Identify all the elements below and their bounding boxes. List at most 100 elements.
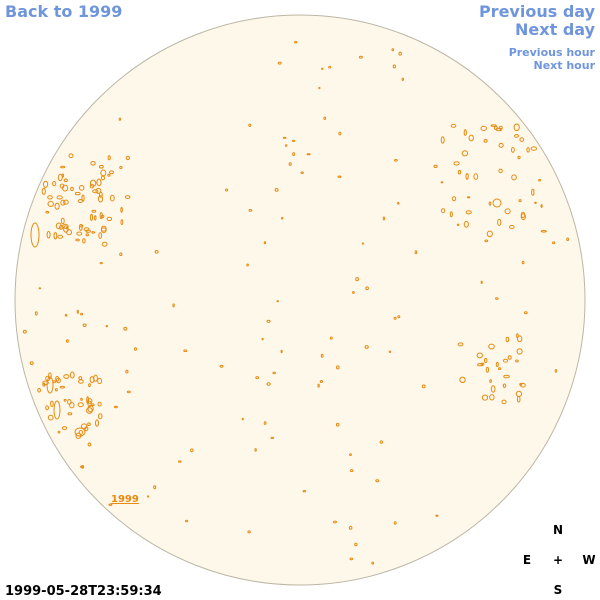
contour: [46, 230, 51, 239]
contour: [465, 210, 472, 215]
contour: [382, 216, 386, 221]
contour: [90, 161, 96, 166]
contour: [70, 186, 74, 191]
contour: [480, 362, 485, 366]
contour: [38, 287, 42, 290]
contour: [484, 357, 488, 364]
contour: [99, 262, 103, 265]
contour: [523, 311, 528, 315]
contour: [87, 400, 92, 408]
contour: [473, 173, 479, 180]
solar-disk: [14, 14, 586, 586]
contour: [261, 337, 264, 341]
contour: [105, 325, 109, 328]
contour: [453, 161, 460, 166]
contour: [276, 300, 279, 303]
contour: [449, 211, 453, 218]
previous-day-link[interactable]: Previous day: [479, 2, 596, 21]
contour: [531, 188, 535, 196]
contour: [97, 413, 103, 420]
contour: [392, 64, 396, 69]
contour: [97, 401, 102, 407]
contour: [504, 208, 511, 215]
contour: [119, 252, 123, 257]
contour: [96, 178, 102, 187]
contour: [45, 210, 50, 214]
contour: [63, 178, 68, 183]
contour: [514, 134, 519, 138]
contour: [52, 380, 57, 384]
contour: [79, 185, 85, 191]
contour: [459, 376, 466, 383]
contour: [517, 155, 521, 160]
next-day-link[interactable]: Next day: [515, 20, 596, 39]
contour: [263, 421, 267, 425]
contour: [87, 442, 92, 447]
contour: [109, 170, 114, 175]
contour: [80, 465, 85, 469]
contour: [101, 241, 108, 247]
contour: [440, 136, 445, 144]
contour: [489, 394, 495, 401]
contour: [120, 207, 123, 213]
contour: [394, 159, 398, 162]
contour: [350, 469, 354, 473]
contour: [59, 225, 64, 230]
contour: [134, 347, 137, 351]
previous-hour-link[interactable]: Previous hour: [509, 46, 596, 59]
contour: [119, 165, 123, 170]
contour: [64, 313, 68, 317]
contour: [53, 232, 58, 240]
contour: [93, 215, 97, 221]
contour: [109, 194, 115, 202]
contour: [107, 155, 111, 161]
contour: [185, 519, 189, 523]
contour: [76, 231, 83, 236]
timestamp: 1999-05-28T23:59:34: [5, 584, 162, 599]
contour: [124, 195, 131, 200]
contour: [393, 521, 397, 525]
contour: [492, 198, 502, 208]
contour: [292, 139, 296, 142]
contour: [266, 382, 271, 386]
region-link[interactable]: 1999: [111, 494, 139, 505]
contour: [61, 426, 68, 431]
contour: [55, 375, 60, 382]
contour: [42, 382, 46, 387]
contour: [318, 86, 321, 90]
next-hour-link[interactable]: Next hour: [534, 59, 596, 72]
contour: [98, 232, 103, 239]
contour: [489, 379, 492, 383]
contour: [516, 348, 523, 355]
contour: [365, 286, 369, 291]
contour: [106, 216, 113, 222]
contour: [348, 526, 353, 530]
contour: [484, 239, 489, 243]
contour: [534, 201, 537, 205]
contour: [277, 61, 282, 65]
contour: [349, 453, 352, 457]
contour: [519, 137, 525, 142]
contour: [47, 195, 53, 200]
contour: [100, 169, 107, 177]
contour: [45, 405, 49, 411]
contour: [319, 380, 324, 383]
back-link[interactable]: Back to 1999: [5, 2, 122, 21]
contour: [67, 399, 72, 405]
contour: [52, 181, 57, 187]
contour: [397, 201, 400, 205]
contour: [68, 153, 74, 158]
contour: [154, 250, 159, 254]
contour: [107, 173, 111, 177]
contour: [37, 388, 41, 393]
contour: [480, 280, 483, 284]
contour: [414, 250, 418, 255]
contour: [60, 199, 66, 206]
contour: [391, 48, 395, 52]
contour: [126, 390, 131, 394]
contour: [358, 55, 363, 59]
contour: [190, 448, 194, 453]
contour: [225, 188, 229, 192]
contour: [125, 369, 129, 374]
contour: [80, 397, 83, 401]
